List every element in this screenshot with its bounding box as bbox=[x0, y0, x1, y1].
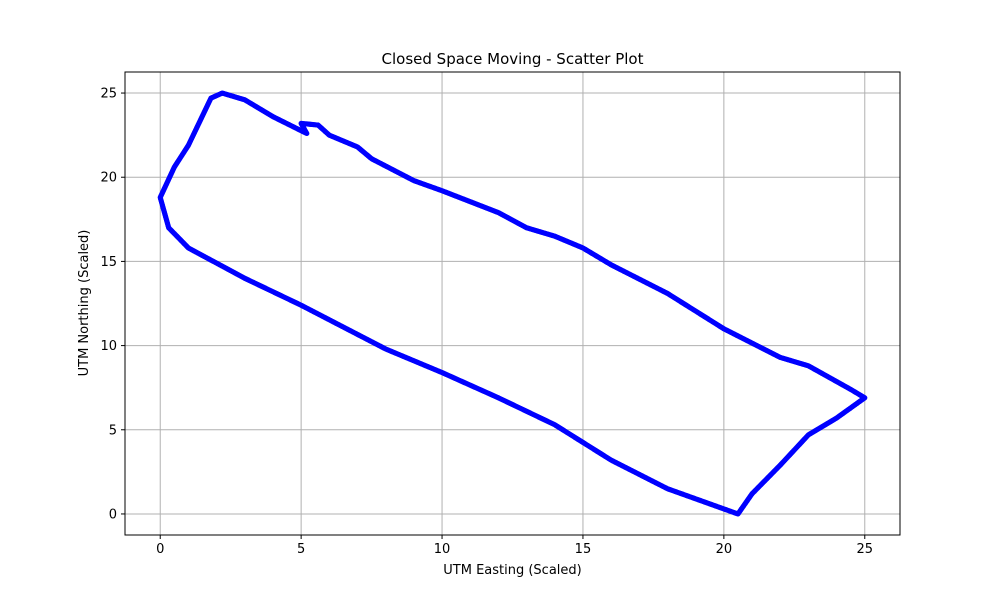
y-tick-label: 5 bbox=[109, 423, 117, 438]
x-axis-title: UTM Easting (Scaled) bbox=[443, 563, 581, 578]
chart-title: Closed Space Moving - Scatter Plot bbox=[382, 50, 644, 68]
y-tick-label: 20 bbox=[100, 171, 117, 186]
x-tick-label: 25 bbox=[856, 542, 873, 557]
x-tick-label: 0 bbox=[156, 542, 164, 557]
scatter-point bbox=[303, 130, 309, 136]
scatter-points bbox=[157, 90, 868, 517]
x-tick-label: 15 bbox=[575, 542, 592, 557]
y-tick-label: 0 bbox=[109, 507, 117, 522]
y-tick-label: 25 bbox=[100, 87, 117, 102]
plot-area-frame bbox=[124, 71, 901, 536]
x-tick-label: 10 bbox=[434, 542, 451, 557]
axis-ticks: 0 5 10 15 20 25 0 5 10 15 20 25 bbox=[100, 87, 873, 557]
x-tick-label: 20 bbox=[716, 542, 733, 557]
y-axis-title: UTM Northing (Scaled) bbox=[77, 230, 92, 377]
grid-lines bbox=[125, 72, 900, 535]
y-tick-label: 15 bbox=[100, 255, 117, 270]
y-tick-label: 10 bbox=[100, 339, 117, 354]
x-tick-label: 5 bbox=[297, 542, 305, 557]
